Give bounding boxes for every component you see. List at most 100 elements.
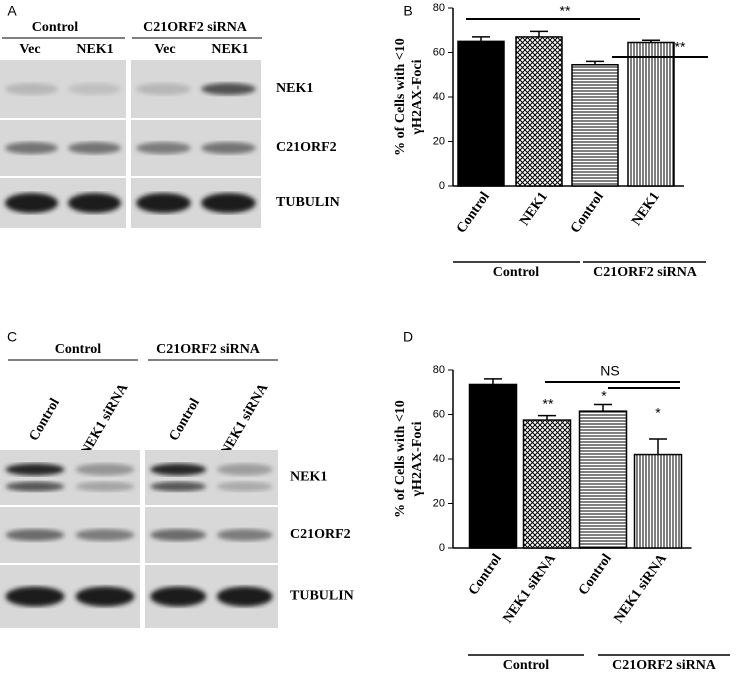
blot-header: Control (32, 20, 79, 35)
row-label: NEK1 (290, 470, 327, 485)
y-tick-label: 0 (439, 542, 445, 554)
band (5, 193, 58, 213)
x-tick-label: NEK1 siRNA (611, 551, 670, 626)
y-tick-label: 20 (433, 497, 445, 509)
error-bar (472, 36, 490, 42)
band (5, 481, 65, 492)
band (68, 193, 121, 213)
band (150, 586, 207, 607)
y-tick-label: 80 (433, 364, 445, 376)
band (136, 83, 191, 95)
panel-letter: A (7, 3, 17, 19)
band (216, 481, 273, 492)
band (75, 463, 135, 476)
y-axis-label: % of Cells with <10 (393, 38, 408, 156)
error-bar (586, 60, 604, 65)
lane-label: Control (27, 396, 63, 444)
bar (468, 383, 518, 549)
error-bar (530, 30, 548, 37)
blot-header: C21ORF2 siRNA (156, 342, 261, 357)
band (75, 529, 135, 541)
band (201, 142, 256, 154)
y-tick-label: 60 (433, 408, 445, 420)
y-tick-label: 40 (433, 91, 445, 103)
annotation: ** (675, 39, 686, 55)
lane-label: NEK1 siRNA (78, 380, 132, 458)
band (201, 83, 256, 95)
y-tick-label: 60 (433, 46, 445, 58)
blot-panel (145, 450, 278, 505)
band (201, 193, 256, 213)
panel-letter: B (403, 3, 412, 19)
band (5, 586, 65, 607)
x-tick-label: NEK1 siRNA (500, 551, 559, 626)
band (5, 83, 58, 95)
row-label: TUBULIN (276, 195, 340, 210)
bar (578, 410, 628, 549)
y-tick-label: 0 (439, 180, 445, 192)
lane-label: NEK1 siRNA (218, 380, 272, 458)
x-tick-label: Control (454, 189, 493, 236)
lane-label: NEK1 (211, 42, 248, 57)
y-axis-label: % of Cells with <10 (393, 400, 408, 518)
band (136, 142, 191, 154)
panel-letter: D (403, 329, 413, 345)
lane-label: NEK1 (76, 42, 113, 57)
bar (627, 41, 675, 187)
error-bar (594, 403, 612, 412)
band (216, 529, 273, 541)
group-label: C21ORF2 siRNA (593, 265, 698, 280)
blot-header: Control (55, 342, 102, 357)
bar (571, 63, 619, 187)
band (216, 463, 273, 476)
x-tick-label: NEK1 (517, 190, 551, 229)
row-label: C21ORF2 (276, 140, 337, 155)
band (5, 142, 58, 154)
group-label: C21ORF2 siRNA (612, 658, 717, 673)
lane-label: Vec (19, 42, 40, 57)
y-axis-label: γH2AX-Foci (410, 421, 425, 497)
bar (522, 419, 572, 549)
x-tick-label: Control (466, 551, 505, 598)
annotation: * (601, 388, 607, 404)
x-tick-label: Control (568, 189, 607, 236)
y-tick-label: 80 (433, 2, 445, 14)
y-axis-label: γH2AX-Foci (410, 59, 425, 135)
band (150, 481, 207, 492)
band (150, 529, 207, 541)
bar (457, 40, 505, 187)
y-tick-label: 20 (433, 135, 445, 147)
annotation: ** (543, 396, 554, 412)
lane-label: Vec (154, 42, 175, 57)
y-tick-label: 40 (433, 453, 445, 465)
band (75, 481, 135, 492)
band (5, 529, 65, 541)
error-bar (642, 39, 660, 43)
band (150, 463, 207, 476)
row-label: NEK1 (276, 81, 313, 96)
blot-header: C21ORF2 siRNA (143, 20, 248, 35)
row-label: C21ORF2 (290, 527, 351, 542)
bar (515, 36, 563, 187)
panel-letter: C (7, 329, 17, 345)
bar (633, 453, 683, 549)
blot-panel (0, 450, 140, 505)
group-label: Control (503, 658, 550, 673)
band (75, 586, 135, 607)
annotation: NS (600, 363, 619, 379)
row-label: TUBULIN (290, 589, 354, 604)
band (68, 142, 121, 154)
band (68, 83, 121, 95)
error-bar (649, 438, 667, 455)
annotation: ** (560, 3, 571, 19)
x-tick-label: Control (576, 551, 615, 598)
lane-label: Control (167, 396, 203, 444)
error-bar (538, 414, 556, 421)
band (5, 463, 65, 476)
annotation: * (655, 405, 661, 421)
band (216, 586, 273, 607)
group-label: Control (493, 265, 540, 280)
x-tick-label: NEK1 (629, 190, 663, 229)
band (136, 193, 191, 213)
